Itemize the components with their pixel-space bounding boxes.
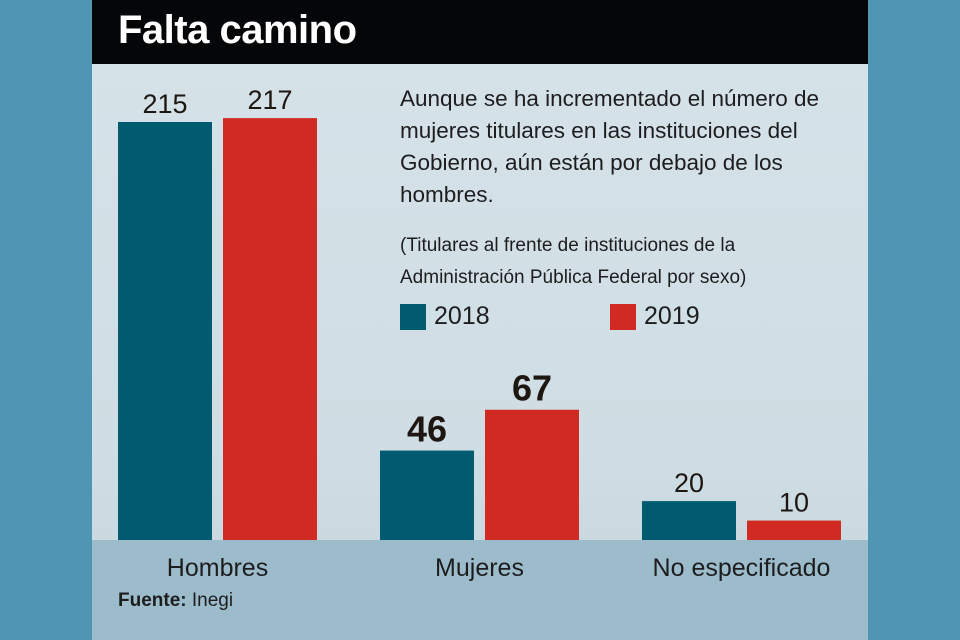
- legend-label-2018: 2018: [434, 302, 490, 330]
- category-label-no-especificado: No especificado: [653, 554, 831, 582]
- data-label-no-especificado-2019: 10: [779, 488, 809, 518]
- source-note: Fuente: Inegi: [118, 590, 233, 612]
- bar-hombres-2019: [223, 118, 317, 540]
- legend-swatch-2019: [610, 303, 636, 330]
- data-label-no-especificado-2018: 20: [674, 468, 704, 498]
- infographic-card: Falta camino Aunque se ha incrementado e…: [92, 0, 868, 640]
- legend-label-2019: 2019: [644, 302, 700, 330]
- chart-subtitle: (Titulares al frente de instituciones de…: [400, 235, 747, 288]
- header-bar: Falta camino: [92, 0, 868, 64]
- data-label-mujeres-2019: 67: [512, 368, 552, 409]
- bar-mujeres-2019: [485, 409, 579, 540]
- legend-item-2019: 2019: [610, 302, 700, 331]
- bar-no-especificado-2019: [747, 520, 841, 540]
- data-label-hombres-2018: 215: [142, 89, 187, 119]
- category-label-hombres: Hombres: [167, 554, 268, 582]
- bar-chart: 215 217 Hombres 46 67 Mujeres 20 10 No especific…: [118, 85, 841, 582]
- source-label: Fuente:: [118, 590, 187, 611]
- source-value: Inegi: [191, 590, 234, 611]
- bar-hombres-2018: [118, 122, 212, 540]
- chart-title: Falta camino: [118, 8, 357, 52]
- bar-mujeres-2018: [380, 450, 474, 540]
- category-band: [92, 540, 868, 640]
- bar-no-especificado-2018: [642, 501, 736, 540]
- data-label-hombres-2019: 217: [247, 85, 292, 115]
- chart-description: Aunque se ha incrementado el número de m…: [400, 86, 820, 207]
- category-label-mujeres: Mujeres: [435, 554, 524, 582]
- data-label-mujeres-2018: 46: [407, 409, 447, 450]
- legend-item-2018: 2018: [400, 302, 490, 331]
- legend-swatch-2018: [400, 303, 426, 330]
